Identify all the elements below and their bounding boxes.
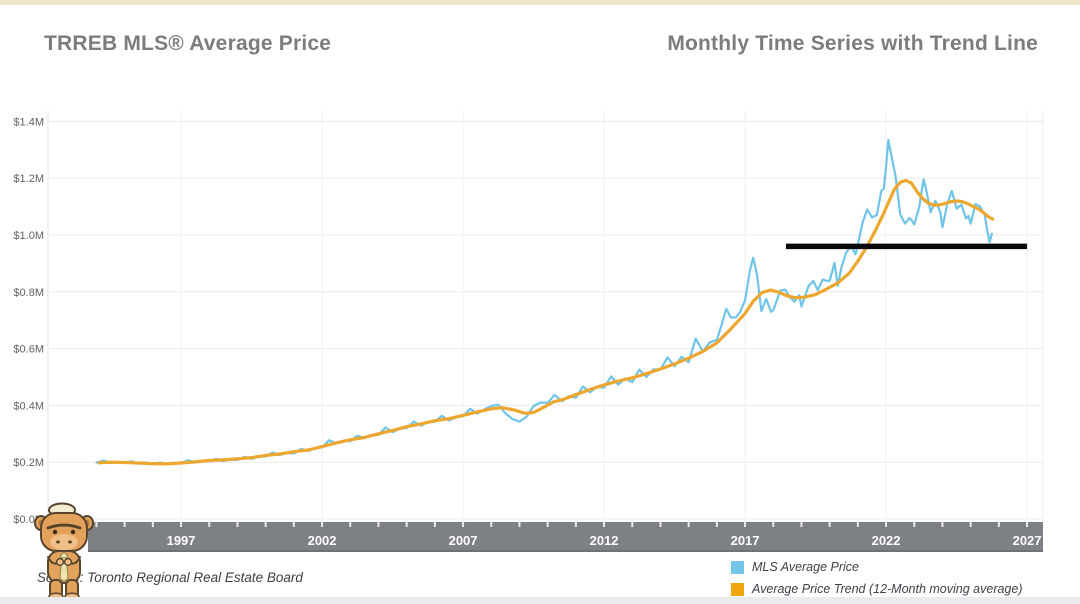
x-axis-tick <box>856 522 859 527</box>
series-mls-average-price <box>95 139 993 466</box>
y-axis-tick-label: $0.4M <box>13 400 44 412</box>
top-border-strip <box>0 0 1080 5</box>
x-axis-tick <box>574 522 577 527</box>
chart-header: TRREB MLS® Average Price Monthly Time Se… <box>44 32 1038 56</box>
x-axis-tick <box>969 522 972 527</box>
legend-swatch-blue <box>731 560 744 574</box>
x-axis-tick <box>264 522 267 527</box>
x-axis-tick <box>208 522 211 527</box>
rhino-mascot-icon <box>34 502 94 601</box>
x-axis-year-label: 2017 <box>731 533 760 548</box>
x-axis-tick <box>687 522 690 527</box>
x-axis-tick <box>800 522 803 527</box>
x-axis-tick <box>95 522 98 527</box>
series-average-price-trend <box>97 178 995 466</box>
x-axis-tick <box>123 522 126 527</box>
x-axis-tick <box>462 522 465 527</box>
x-axis-tick <box>659 522 662 527</box>
y-axis-tick-label: $0.2M <box>13 457 44 469</box>
legend-swatch-orange <box>731 582 744 596</box>
x-axis-tick <box>997 522 1000 527</box>
x-axis-year-label: 2012 <box>590 533 619 548</box>
x-axis-tick <box>772 522 775 527</box>
x-axis-tick <box>292 522 295 527</box>
chart-legend: MLS Average Price Average Price Trend (1… <box>731 556 1023 600</box>
x-axis-tick <box>603 522 606 527</box>
chart-subtitle: Monthly Time Series with Trend Line <box>667 32 1038 55</box>
x-axis-tick <box>490 522 493 527</box>
x-axis-tick <box>715 522 718 527</box>
legend-label: Average Price Trend (12-Month moving ave… <box>752 582 1023 596</box>
x-axis-tick <box>828 522 831 527</box>
legend-item-average-price-trend: Average Price Trend (12-Month moving ave… <box>731 578 1023 600</box>
bottom-border-strip <box>0 597 1080 604</box>
x-axis-tick <box>433 522 436 527</box>
legend-item-mls-average-price: MLS Average Price <box>731 556 1023 578</box>
x-axis-tick <box>236 522 239 527</box>
x-axis-tick <box>631 522 634 527</box>
x-axis-tick <box>518 522 521 527</box>
x-axis-band <box>88 522 1043 552</box>
y-axis-tick-label: $0.8M <box>13 287 44 299</box>
x-axis-tick <box>885 522 888 527</box>
x-axis-tick <box>1026 522 1029 527</box>
x-axis-tick <box>349 522 352 527</box>
x-axis-year-label: 2022 <box>872 533 901 548</box>
x-axis-year-label: 2007 <box>449 533 478 548</box>
x-axis-tick <box>377 522 380 527</box>
x-axis-tick <box>913 522 916 527</box>
x-axis-year-label: 1997 <box>167 533 196 548</box>
x-axis-tick <box>321 522 324 527</box>
x-axis-tick <box>744 522 747 527</box>
y-axis-tick-label: $1.4M <box>13 116 44 128</box>
page-title: TRREB MLS® Average Price <box>44 32 332 55</box>
y-axis-tick-label: $1.0M <box>13 230 44 242</box>
x-axis-year-label: 2002 <box>308 533 337 548</box>
x-axis-tick <box>405 522 408 527</box>
x-axis-tick <box>180 522 183 527</box>
x-axis-band-shadow <box>88 550 1043 552</box>
y-axis-tick-label: $1.2M <box>13 173 44 185</box>
x-axis-year-label: 2027 <box>1013 533 1042 548</box>
x-axis-tick <box>151 522 154 527</box>
source-note: Source: Toronto Regional Real Estate Boa… <box>37 570 303 585</box>
y-axis-tick-label: $0.6M <box>13 344 44 356</box>
x-axis-tick <box>941 522 944 527</box>
legend-label: MLS Average Price <box>752 560 859 574</box>
x-axis-tick <box>546 522 549 527</box>
